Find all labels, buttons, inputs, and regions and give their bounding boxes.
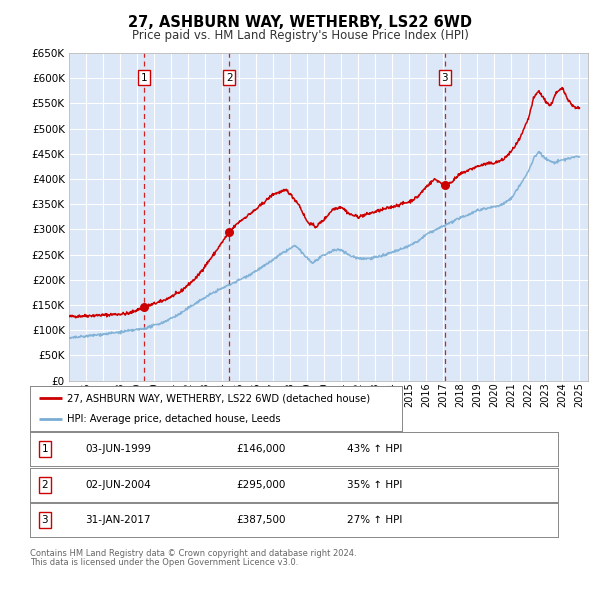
Text: £387,500: £387,500 (236, 515, 286, 525)
Text: This data is licensed under the Open Government Licence v3.0.: This data is licensed under the Open Gov… (30, 558, 298, 567)
Text: 27, ASHBURN WAY, WETHERBY, LS22 6WD: 27, ASHBURN WAY, WETHERBY, LS22 6WD (128, 15, 472, 30)
Text: 3: 3 (442, 73, 448, 83)
Text: 35% ↑ HPI: 35% ↑ HPI (347, 480, 402, 490)
Text: HPI: Average price, detached house, Leeds: HPI: Average price, detached house, Leed… (67, 414, 281, 424)
Text: 31-JAN-2017: 31-JAN-2017 (85, 515, 151, 525)
Text: 27, ASHBURN WAY, WETHERBY, LS22 6WD (detached house): 27, ASHBURN WAY, WETHERBY, LS22 6WD (det… (67, 394, 370, 404)
Text: £146,000: £146,000 (236, 444, 285, 454)
Text: 2: 2 (226, 73, 233, 83)
Text: 02-JUN-2004: 02-JUN-2004 (85, 480, 151, 490)
Text: £295,000: £295,000 (236, 480, 285, 490)
Text: 03-JUN-1999: 03-JUN-1999 (85, 444, 151, 454)
Text: Price paid vs. HM Land Registry's House Price Index (HPI): Price paid vs. HM Land Registry's House … (131, 29, 469, 42)
Text: 2: 2 (41, 480, 48, 490)
Text: 3: 3 (41, 515, 48, 525)
Text: Contains HM Land Registry data © Crown copyright and database right 2024.: Contains HM Land Registry data © Crown c… (30, 549, 356, 558)
Text: 1: 1 (141, 73, 148, 83)
Text: 1: 1 (41, 444, 48, 454)
Text: 43% ↑ HPI: 43% ↑ HPI (347, 444, 402, 454)
Text: 27% ↑ HPI: 27% ↑ HPI (347, 515, 402, 525)
